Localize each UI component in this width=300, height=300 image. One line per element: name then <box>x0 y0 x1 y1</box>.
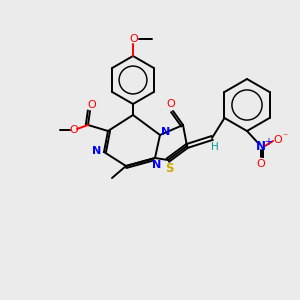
Text: N: N <box>256 140 266 152</box>
Text: +: + <box>264 137 272 147</box>
Text: N: N <box>92 146 102 156</box>
Text: N: N <box>161 127 171 137</box>
Text: O: O <box>256 159 266 169</box>
Text: N: N <box>152 160 162 170</box>
Text: ⁻: ⁻ <box>282 132 288 142</box>
Text: O: O <box>88 100 96 110</box>
Text: O: O <box>274 135 282 145</box>
Text: O: O <box>167 99 176 109</box>
Text: H: H <box>211 142 219 152</box>
Text: O: O <box>70 125 78 135</box>
Text: O: O <box>130 34 138 44</box>
Text: S: S <box>165 161 173 175</box>
